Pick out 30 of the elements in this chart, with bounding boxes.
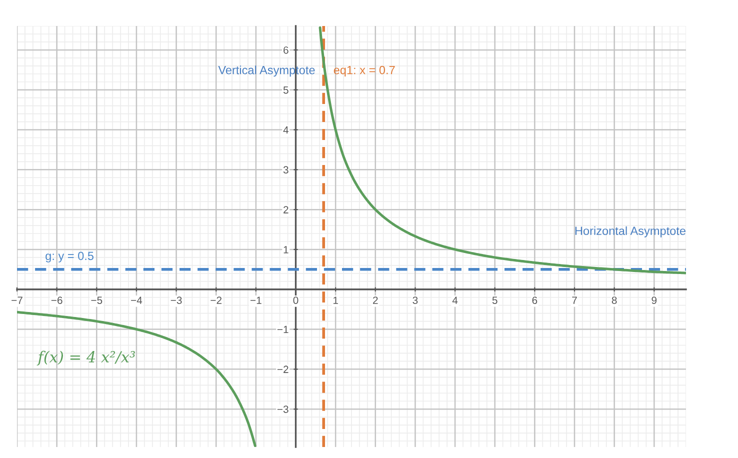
x-tick-label: −1 <box>250 296 262 304</box>
y-tick-label: 4 <box>283 126 288 134</box>
x-tick-label: −6 <box>51 296 62 304</box>
y-tick-label: 6 <box>284 46 288 54</box>
x-tick-label: −4 <box>131 296 142 304</box>
x-tick-label: −2 <box>210 296 222 304</box>
x-tick-label: 0 <box>293 296 298 304</box>
x-tick-label: 7 <box>572 296 577 304</box>
y-tick-label: 2 <box>284 206 288 214</box>
x-tick-label: 8 <box>612 296 617 304</box>
x-tick-label: 1 <box>333 296 338 304</box>
y-tick-label: 1 <box>284 246 288 254</box>
x-tick-label: −5 <box>91 296 102 304</box>
annotation: Horizontal Asymptote <box>575 226 686 238</box>
x-tick-label: 5 <box>492 296 498 304</box>
x-tick-label: −3 <box>170 296 182 304</box>
y-tick-label: −2 <box>277 366 288 373</box>
x-tick-label: 3 <box>412 296 418 304</box>
y-tick-label: 3 <box>283 166 288 174</box>
ref-line-label: eq1: x = 0.7 <box>334 66 395 77</box>
ref-line-label: g: y = 0.5 <box>46 252 94 262</box>
x-tick-label: 6 <box>532 296 538 304</box>
x-tick-label: 9 <box>652 296 657 304</box>
x-tick-label: −7 <box>12 296 22 304</box>
x-tick-label: 4 <box>452 296 458 304</box>
y-tick-label: −3 <box>277 406 288 413</box>
series-label: f(x) = 4 x²/x³ <box>36 350 135 366</box>
x-tick-label: 2 <box>373 296 378 304</box>
y-tick-label: −1 <box>277 326 288 334</box>
y-tick-label: 5 <box>283 86 288 94</box>
